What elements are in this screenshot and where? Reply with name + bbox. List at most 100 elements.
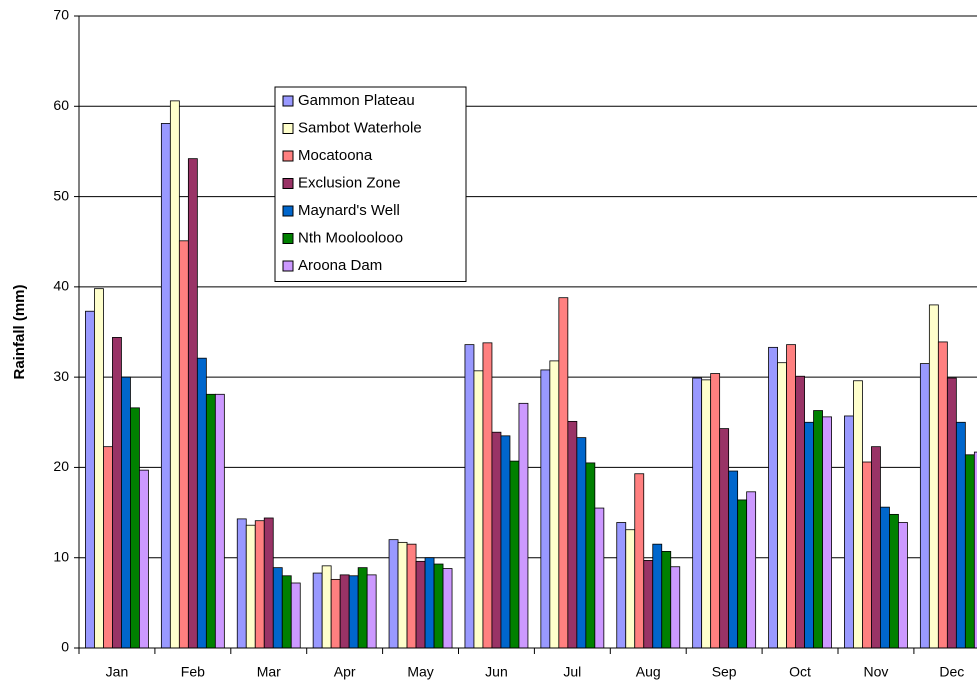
legend-label: Nth Mooloolooo	[298, 229, 403, 246]
bar	[357, 567, 368, 649]
bar	[121, 376, 131, 649]
bar	[804, 421, 814, 649]
bar	[844, 415, 854, 649]
y-tick-label: 40	[53, 278, 69, 294]
y-tick-label: 30	[53, 368, 69, 384]
bar	[112, 337, 122, 649]
bar	[549, 360, 560, 649]
x-tick-label: Apr	[334, 664, 356, 680]
bar	[710, 373, 721, 649]
legend-swatch	[282, 178, 294, 189]
bar	[169, 100, 180, 649]
y-tick-label: 0	[61, 639, 69, 655]
x-tick-label: Jan	[106, 664, 129, 680]
bar	[348, 575, 359, 649]
bar	[509, 460, 520, 649]
bar	[290, 582, 301, 649]
bar	[178, 240, 189, 649]
y-tick-label: 20	[53, 458, 69, 474]
bar	[746, 491, 757, 649]
bar	[898, 522, 908, 649]
bar	[415, 560, 426, 649]
legend-swatch	[282, 123, 294, 134]
bar	[236, 518, 247, 649]
bar	[889, 513, 899, 649]
y-tick-label: 50	[53, 187, 69, 203]
bar	[160, 123, 171, 649]
bar	[500, 435, 511, 649]
bar	[576, 437, 587, 649]
legend-swatch	[282, 205, 294, 217]
bar	[670, 566, 681, 649]
x-tick-label: Dec	[939, 664, 964, 680]
bar	[594, 507, 605, 649]
bar	[701, 379, 712, 649]
bar	[424, 557, 435, 649]
bar	[330, 578, 341, 649]
bar	[919, 363, 930, 649]
bar	[768, 346, 778, 649]
bar	[406, 543, 417, 649]
bar	[955, 421, 966, 649]
legend-label: Sambot Waterhole	[298, 119, 422, 136]
bar	[643, 560, 654, 649]
bar	[388, 539, 399, 649]
bar	[473, 370, 484, 649]
bar	[205, 393, 216, 649]
bar	[130, 407, 140, 649]
x-tick-label: Nov	[863, 664, 888, 680]
bar	[871, 446, 881, 649]
bar	[312, 572, 323, 649]
bar	[139, 469, 149, 649]
bar	[661, 550, 672, 649]
y-tick-label: 10	[53, 548, 69, 564]
x-tick-label: Feb	[181, 664, 205, 680]
bar	[616, 522, 627, 649]
bar	[339, 574, 350, 649]
bar	[946, 377, 957, 649]
bar	[973, 451, 977, 649]
bar	[786, 344, 796, 649]
x-tick-label: Sep	[712, 664, 737, 680]
bar	[321, 565, 332, 649]
bar	[737, 499, 748, 649]
y-axis-label: Rainfall (mm)	[11, 284, 28, 379]
legend-swatch	[282, 95, 294, 107]
legend-box	[274, 86, 467, 282]
bar	[272, 567, 283, 649]
y-tick-label: 70	[53, 7, 69, 23]
bar	[625, 529, 636, 649]
bar	[214, 393, 225, 649]
bar	[719, 428, 730, 649]
legend-swatch	[282, 150, 294, 162]
bar	[795, 375, 805, 649]
bar	[964, 454, 975, 649]
bar	[585, 462, 596, 649]
bar	[880, 506, 890, 649]
bar	[558, 297, 569, 649]
bar	[196, 357, 207, 649]
bar	[433, 563, 444, 649]
bar	[634, 473, 645, 649]
bar	[853, 380, 863, 649]
bar	[281, 575, 292, 649]
legend-label: Maynard's Well	[298, 202, 400, 219]
bar	[482, 342, 493, 649]
bar	[777, 362, 787, 649]
bar	[692, 377, 703, 649]
bar	[85, 310, 95, 649]
bar	[397, 541, 408, 649]
bar	[652, 543, 663, 649]
x-tick-label: Jul	[563, 664, 581, 680]
bar	[862, 461, 872, 649]
bar	[442, 568, 453, 649]
legend-label: Gammon Plateau	[298, 92, 415, 109]
bar	[928, 304, 939, 649]
x-tick-label: May	[407, 664, 433, 680]
x-tick-label: Aug	[636, 664, 661, 680]
y-tick-label: 60	[53, 97, 69, 113]
bar	[103, 446, 113, 649]
x-tick-label: Mar	[257, 664, 281, 680]
